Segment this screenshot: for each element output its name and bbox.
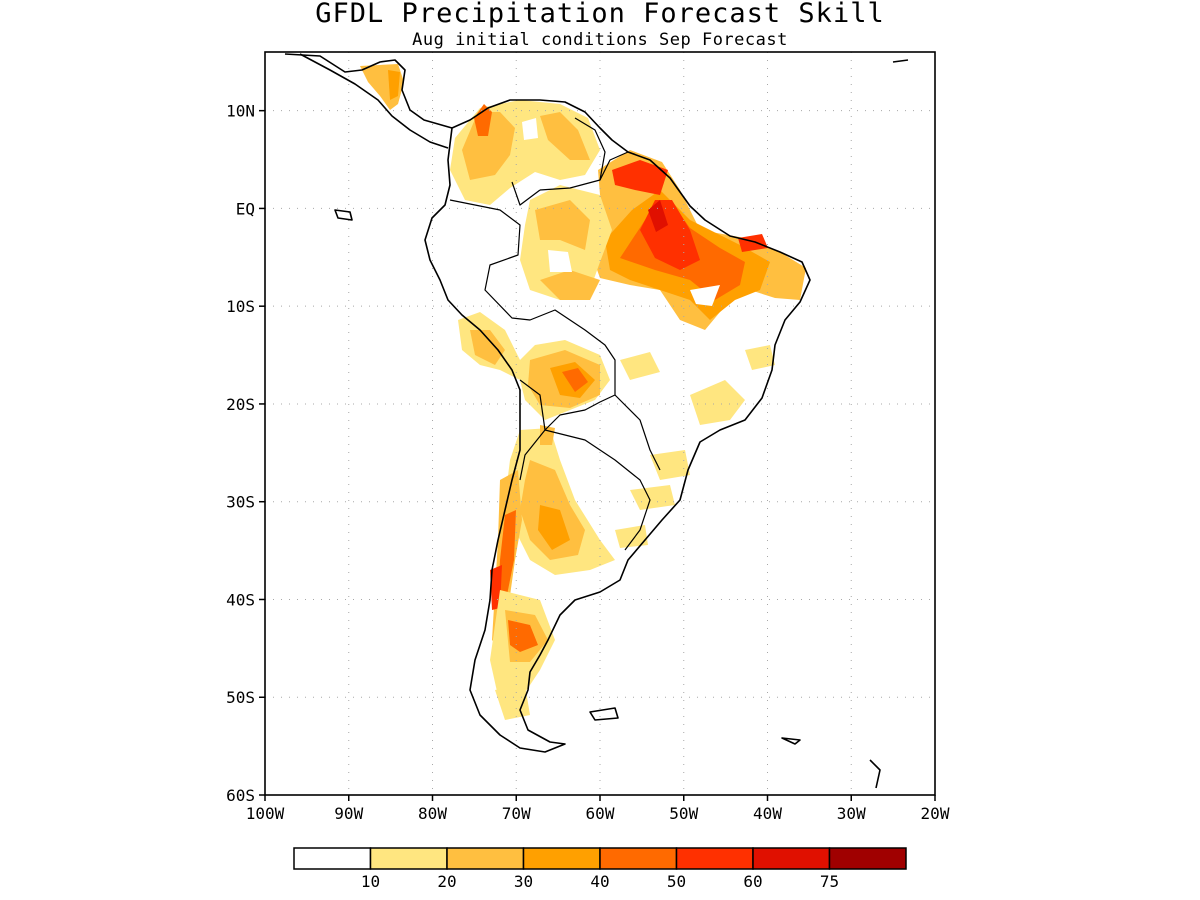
lat-tick-label: 40S: [226, 590, 255, 609]
skill-shading: [360, 64, 806, 720]
lat-tick-label: 50S: [226, 688, 255, 707]
colorbar-box: [752, 847, 831, 870]
colorbar-box: [828, 847, 907, 870]
lat-tick-label: 10S: [226, 297, 255, 316]
colorbar-label: 10: [361, 872, 380, 891]
map-frame: [264, 51, 936, 796]
figure-subtitle: Aug initial conditions Sep Forecast: [412, 30, 788, 50]
colorbar-box: [293, 847, 372, 870]
colorbar-box: [369, 847, 448, 870]
colorbar-box: [446, 847, 525, 870]
colorbar-label: 30: [514, 872, 533, 891]
lon-tick-label: 90W: [334, 804, 363, 823]
colorbar-label: 60: [743, 872, 762, 891]
colorbar-label: 50: [667, 872, 686, 891]
lat-tick-label: 60S: [226, 786, 255, 805]
lon-tick-label: 20W: [921, 804, 950, 823]
lon-tick-label: 80W: [418, 804, 447, 823]
figure-title: GFDL Precipitation Forecast Skill: [315, 0, 884, 29]
colorbar-label: 75: [820, 872, 839, 891]
colorbar-box: [522, 847, 601, 870]
lon-tick-label: 60W: [586, 804, 615, 823]
colorbar-box: [675, 847, 754, 870]
lat-tick-label: 20S: [226, 395, 255, 414]
lon-tick-label: 70W: [502, 804, 531, 823]
coastlines: [284, 53, 909, 789]
lat-tick-label: 10N: [226, 102, 255, 121]
map-gridlines: [265, 52, 935, 795]
lat-tick-label: EQ: [236, 199, 255, 218]
lon-tick-label: 50W: [669, 804, 698, 823]
lat-tick-label: 30S: [226, 493, 255, 512]
lon-tick-label: 30W: [837, 804, 866, 823]
colorbar-label: 20: [437, 872, 456, 891]
colorbar-box: [599, 847, 678, 870]
colorbar: 10 20 30 40 50 60 75: [293, 847, 907, 891]
lon-tick-label: 100W: [246, 804, 285, 823]
colorbar-label: 40: [590, 872, 609, 891]
lon-tick-label: 40W: [753, 804, 782, 823]
